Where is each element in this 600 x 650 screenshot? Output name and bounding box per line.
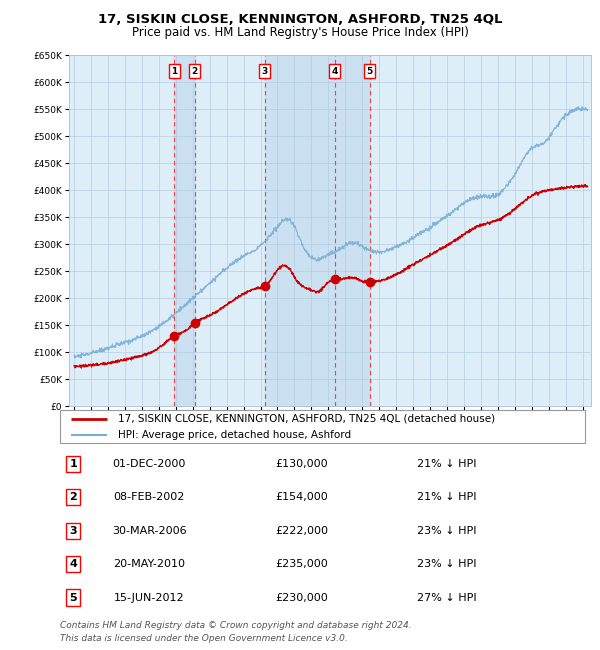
Text: £222,000: £222,000 xyxy=(275,526,328,536)
Text: £235,000: £235,000 xyxy=(275,559,328,569)
Text: HPI: Average price, detached house, Ashford: HPI: Average price, detached house, Ashf… xyxy=(118,430,351,440)
Text: 17, SISKIN CLOSE, KENNINGTON, ASHFORD, TN25 4QL: 17, SISKIN CLOSE, KENNINGTON, ASHFORD, T… xyxy=(98,13,502,26)
Text: £130,000: £130,000 xyxy=(275,459,328,469)
Text: 23% ↓ HPI: 23% ↓ HPI xyxy=(417,559,476,569)
Text: 20-MAY-2010: 20-MAY-2010 xyxy=(113,559,185,569)
Text: 4: 4 xyxy=(332,66,338,75)
Text: 01-DEC-2000: 01-DEC-2000 xyxy=(113,459,186,469)
Text: 21% ↓ HPI: 21% ↓ HPI xyxy=(417,459,476,469)
Text: 15-JUN-2012: 15-JUN-2012 xyxy=(114,593,185,603)
Text: 27% ↓ HPI: 27% ↓ HPI xyxy=(417,593,476,603)
Text: £230,000: £230,000 xyxy=(275,593,328,603)
Text: 21% ↓ HPI: 21% ↓ HPI xyxy=(417,492,476,502)
Text: 23% ↓ HPI: 23% ↓ HPI xyxy=(417,526,476,536)
Text: 1: 1 xyxy=(69,459,77,469)
Text: £154,000: £154,000 xyxy=(275,492,328,502)
Text: 2: 2 xyxy=(191,66,198,75)
Text: 3: 3 xyxy=(262,66,268,75)
Bar xyxy=(265,55,370,406)
Text: 1: 1 xyxy=(171,66,178,75)
Text: Contains HM Land Registry data © Crown copyright and database right 2024.
This d: Contains HM Land Registry data © Crown c… xyxy=(60,621,412,643)
Text: Price paid vs. HM Land Registry's House Price Index (HPI): Price paid vs. HM Land Registry's House … xyxy=(131,26,469,39)
Text: 2: 2 xyxy=(69,492,77,502)
Text: 5: 5 xyxy=(70,593,77,603)
Text: 30-MAR-2006: 30-MAR-2006 xyxy=(112,526,187,536)
Text: 3: 3 xyxy=(70,526,77,536)
Text: 4: 4 xyxy=(69,559,77,569)
Text: 5: 5 xyxy=(367,66,373,75)
Bar xyxy=(175,55,195,406)
Text: 08-FEB-2002: 08-FEB-2002 xyxy=(113,492,185,502)
Text: 17, SISKIN CLOSE, KENNINGTON, ASHFORD, TN25 4QL (detached house): 17, SISKIN CLOSE, KENNINGTON, ASHFORD, T… xyxy=(118,414,495,424)
